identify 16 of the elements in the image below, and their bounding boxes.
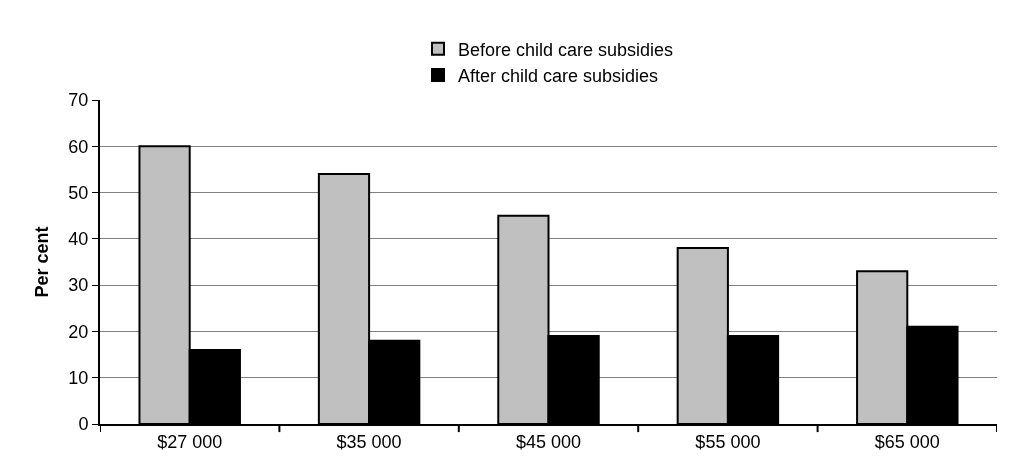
y-axis-title: Per cent	[32, 226, 53, 298]
legend-label: After child care subsidies	[458, 66, 659, 87]
x-tick-label: $27 000	[157, 431, 223, 452]
x-tick-label: $65 000	[874, 431, 940, 452]
y-tick-label: 10	[68, 368, 89, 389]
y-tick-label: 60	[68, 136, 89, 157]
x-tick-label: $45 000	[515, 431, 582, 452]
legend-label: Before child care subsidies	[458, 39, 674, 60]
y-tick-label: 50	[68, 182, 89, 203]
y-tick-label: 0	[78, 414, 89, 435]
y-tick-label: 30	[68, 275, 89, 296]
y-tick-label: 70	[68, 90, 89, 111]
y-tick-label: 40	[68, 229, 89, 250]
y-tick-label: 20	[68, 321, 89, 342]
x-tick-label: $35 000	[336, 431, 402, 452]
x-tick-label: $55 000	[695, 431, 761, 452]
